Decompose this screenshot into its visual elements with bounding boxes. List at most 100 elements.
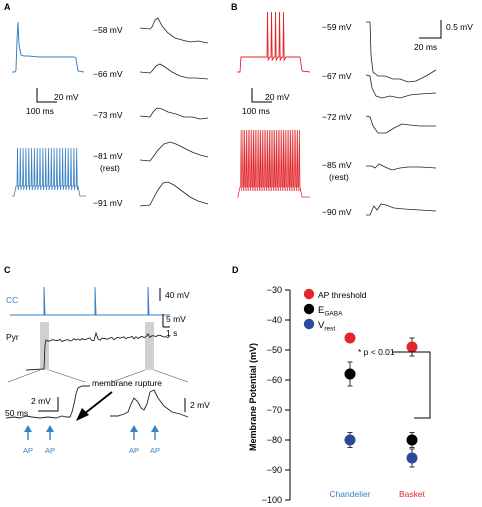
panel-a-voltage-label: −73 mV: [93, 110, 123, 120]
y-axis-title: Membrane Potential (mV): [248, 343, 258, 451]
panel-b-psp-trace: [365, 115, 436, 134]
data-points: [344, 332, 418, 468]
membrane-rupture-label: membrane rupture: [92, 378, 162, 388]
legend: AP threshold EGABA Vrest: [303, 288, 367, 333]
pyr-scale-s: 1 s: [166, 328, 177, 338]
panel-a-scale-mv: 20 mV: [54, 92, 79, 102]
significance-bracket: [392, 351, 431, 419]
panel-a-psp-trace: [139, 181, 209, 207]
y-tick-label: −40: [267, 315, 282, 325]
zoom-right-scale-mv: 2 mV: [190, 400, 210, 410]
panel-b-scale-bar: [251, 88, 272, 103]
panel-b-voltage-label: −59 mV: [322, 22, 352, 32]
panel-b-psp-trace: [366, 203, 437, 216]
y-tick-label: −60: [267, 375, 282, 385]
data-point: [406, 341, 418, 353]
x-category-label: Basket: [399, 489, 426, 499]
zoom-right-trace: [110, 389, 189, 418]
significance-label: * p < 0.01: [358, 347, 395, 357]
legend-label: AP threshold: [318, 290, 367, 300]
panel-b-psp-trace: [366, 21, 437, 83]
panel-b-rest-label: (rest): [329, 172, 349, 182]
cc-label: CC: [6, 295, 18, 305]
panel-a-psp-trace: [139, 107, 209, 120]
y-tick-label: −70: [267, 405, 282, 415]
panel-a-psp-trace: [139, 141, 209, 162]
zoom-window: [145, 322, 154, 370]
panel-letter-d: D: [232, 265, 239, 275]
panel-b-scale-ms: 100 ms: [242, 106, 270, 116]
membrane-rupture-arrowhead: [76, 408, 89, 421]
panel-c: C CC 40 mV Pyr 5 mV 1 s 2 mV 50 ms membr…: [4, 265, 210, 455]
ap-label: AP: [150, 446, 160, 455]
panel-b-voltage-label: −72 mV: [322, 112, 352, 122]
zoom-connector: [48, 369, 86, 383]
data-point: [406, 434, 418, 446]
panel-b-psp-trace: [366, 163, 437, 171]
legend-marker: [303, 288, 315, 300]
zoom-left-scale-mv: 2 mV: [31, 396, 51, 406]
panel-b-voltage-label: −90 mV: [322, 207, 352, 217]
panel-a-scale-ms: 100 ms: [26, 106, 54, 116]
panel-a-scale-bar: [36, 88, 57, 103]
legend-marker: [303, 303, 315, 315]
zoom-connector: [7, 369, 41, 383]
ap-label: AP: [23, 446, 33, 455]
data-point: [344, 368, 356, 380]
ap-arrow: AP: [45, 425, 55, 455]
panel-b-spike-burst-trace: [237, 11, 311, 73]
zoom-left-scale-bar: [38, 397, 59, 412]
panel-b-voltage-label: −67 mV: [322, 71, 352, 81]
panel-a-psp-trace: [139, 17, 209, 44]
panel-b: B 20 mV 100 ms −59 mV −67 mV −72 mV −85 …: [231, 2, 473, 217]
panel-letter-a: A: [4, 2, 11, 12]
x-category-label: Chandelier: [329, 489, 370, 499]
zoom-connector: [153, 369, 189, 383]
panel-a-voltage-label: −81 mV: [93, 151, 123, 161]
panel-a-voltage-label: −91 mV: [93, 198, 123, 208]
pyr-trace: [25, 331, 171, 371]
legend-label: EGABA: [318, 305, 343, 318]
panel-b-psp-scale-bar: [419, 20, 442, 39]
zoom-window: [40, 322, 49, 370]
cc-scale-label: 40 mV: [165, 290, 190, 300]
panel-b-psp-scale-ms: 20 ms: [414, 42, 437, 52]
panel-a: A 20 mV 100 ms −58 mV −66 mV −73 mV −81 …: [4, 2, 209, 208]
panel-d: D Membrane Potential (mV) −30 −40 −50 −60 −7…: [232, 265, 431, 505]
pyr-scale-bar: [156, 312, 163, 323]
zoom-connector: [111, 369, 146, 383]
panel-letter-c: C: [4, 265, 11, 275]
panel-letter-b: B: [231, 2, 238, 12]
panel-a-rest-label: (rest): [100, 163, 120, 173]
data-point: [406, 452, 418, 464]
y-tick-label: −80: [267, 435, 282, 445]
panel-b-scale-mv: 20 mV: [265, 92, 290, 102]
x-category-labels: Chandelier Basket: [329, 489, 425, 499]
panel-a-single-spike-trace: [12, 21, 85, 73]
zoom-left-trace: [5, 385, 90, 419]
ap-arrow: AP: [129, 425, 139, 455]
data-point: [344, 434, 356, 446]
panel-b-psp-trace: [365, 74, 437, 99]
panel-a-psp-trace: [139, 63, 209, 80]
ap-arrow: AP: [150, 425, 160, 455]
panel-b-fast-spiking-trace: [237, 129, 310, 198]
membrane-rupture-arrow: [83, 391, 113, 415]
pyr-scale-mv: 5 mV: [166, 314, 186, 324]
y-tick-label: −100: [262, 495, 282, 505]
panel-a-voltage-label: −58 mV: [93, 25, 123, 35]
cc-trace: [10, 286, 170, 316]
ap-label: AP: [129, 446, 139, 455]
data-point: [344, 332, 356, 344]
legend-marker: [303, 318, 315, 330]
y-tick-label: −90: [267, 465, 282, 475]
ap-arrow: AP: [23, 425, 33, 455]
panel-a-voltage-label: −66 mV: [93, 69, 123, 79]
ap-label: AP: [45, 446, 55, 455]
panel-b-psp-scale-mv: 0.5 mV: [446, 22, 473, 32]
zoom-scale-ms: 50 ms: [5, 408, 28, 418]
y-tick-label: −30: [267, 285, 282, 295]
panel-a-repetitive-firing-trace: [12, 147, 86, 197]
y-axis-ticks: −30 −40 −50 −60 −70 −80 −90 −100: [262, 285, 290, 505]
